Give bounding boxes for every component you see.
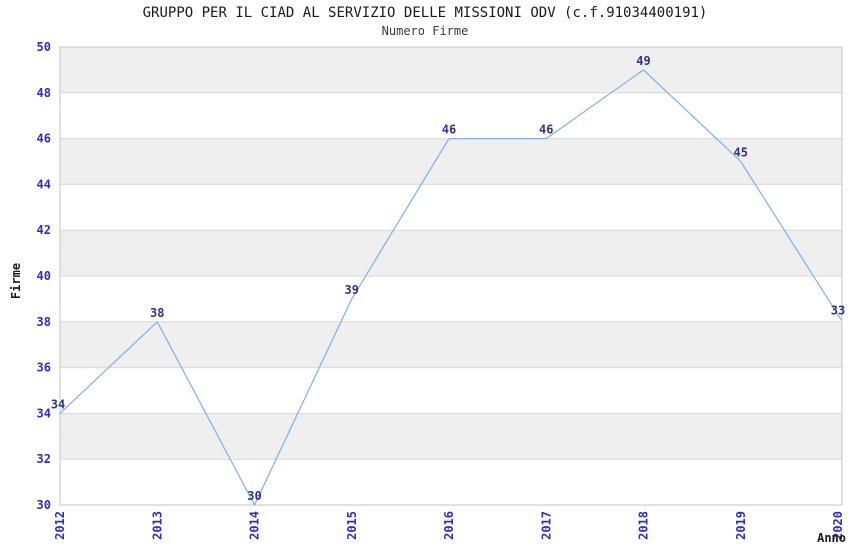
series-polyline [59, 69, 842, 506]
x-tick-label: 2014 [248, 511, 262, 540]
grid-band [60, 47, 842, 93]
x-tick-label: 2016 [442, 511, 456, 540]
grid-bands [60, 47, 842, 460]
x-axis-tick-labels: 2012 2013 2014 2015 2016 2017 2018 2019 2020 [53, 511, 845, 540]
data-point-labels: 34 38 30 39 46 46 49 45 33 [51, 54, 845, 503]
y-tick-label: 48 [37, 86, 51, 100]
y-tick-label: 44 [37, 177, 51, 191]
y-tick-label: 46 [37, 132, 51, 146]
grid-band [60, 321, 842, 368]
x-tick-label: 2017 [539, 511, 553, 540]
y-tick-label: 32 [37, 452, 51, 466]
x-tick-label: 2015 [345, 511, 359, 540]
data-point-label: 38 [150, 306, 164, 320]
y-tick-label: 30 [37, 498, 51, 512]
y-axis-tick-labels: 30 32 34 36 38 40 42 44 46 48 50 [37, 40, 51, 512]
data-point-label: 46 [442, 123, 456, 137]
data-point-label: 49 [636, 54, 650, 68]
plot-border [59, 46, 843, 506]
data-point-label: 30 [247, 489, 261, 503]
x-tick-label: 2018 [637, 511, 651, 540]
x-tick-label: 2012 [53, 511, 67, 540]
x-tick-label: 2019 [734, 511, 748, 540]
grid-band [60, 138, 842, 185]
y-tick-label: 42 [37, 223, 51, 237]
gridlines [59, 46, 843, 506]
grid-band [60, 230, 842, 276]
x-tick-label: 2020 [831, 511, 845, 540]
data-point-label: 34 [51, 397, 65, 411]
grid-band [60, 413, 842, 460]
data-point-label: 45 [734, 146, 748, 160]
series-line [59, 69, 842, 506]
data-point-label: 33 [831, 304, 845, 318]
chart-title: GRUPPO PER IL CIAD AL SERVIZIO DELLE MIS… [142, 5, 708, 21]
y-axis-title: Firme [9, 263, 23, 299]
chart-subtitle: Numero Firme [381, 24, 469, 38]
x-tick-label: 2013 [150, 511, 164, 540]
x-axis-title: Anno [817, 531, 846, 545]
data-point-label: 39 [345, 283, 359, 297]
y-tick-label: 50 [37, 40, 51, 54]
data-point-label: 46 [539, 123, 553, 137]
y-tick-label: 36 [37, 361, 51, 375]
y-tick-label: 40 [37, 269, 51, 283]
y-tick-label: 34 [37, 406, 51, 420]
y-tick-label: 38 [37, 315, 51, 329]
